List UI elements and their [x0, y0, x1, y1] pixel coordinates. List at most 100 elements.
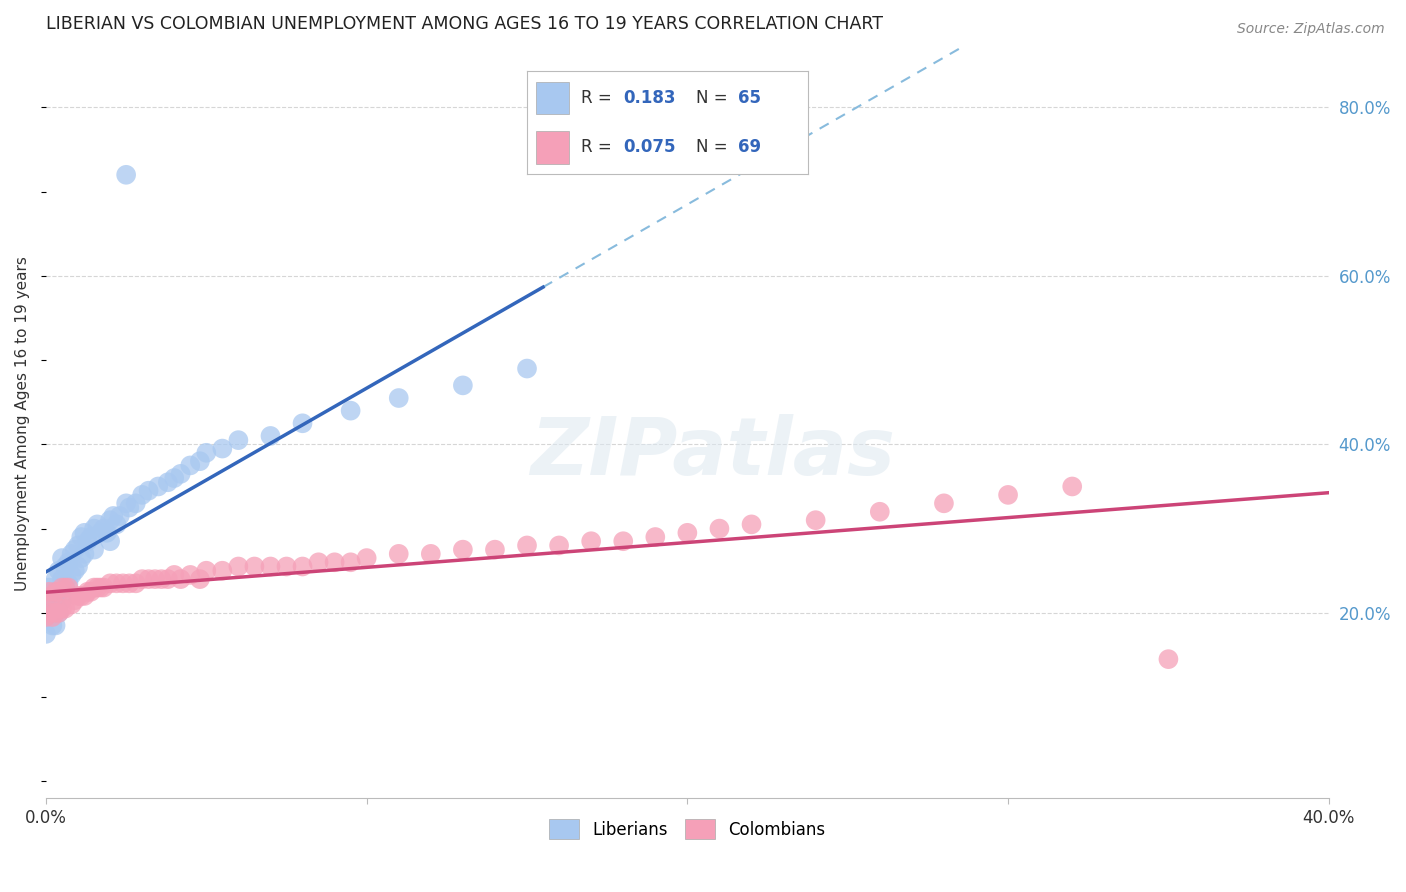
Point [163, 568, 186, 582]
Point [612, 534, 634, 549]
Point [676, 525, 699, 540]
Point [80, 584, 103, 599]
Point [51, 551, 73, 566]
Point [45, 618, 67, 632]
Point [76, 534, 98, 549]
Point [48, 606, 70, 620]
Point [103, 508, 125, 523]
Point [741, 517, 763, 532]
Point [58, 581, 80, 595]
Point [98, 513, 121, 527]
Point [86, 581, 108, 595]
Point [188, 454, 211, 468]
Point [45, 572, 67, 586]
Text: R =: R = [581, 89, 617, 107]
Text: 0.075: 0.075 [623, 138, 675, 156]
Point [388, 391, 411, 405]
Point [93, 522, 115, 536]
Point [804, 513, 827, 527]
Point [51, 593, 73, 607]
Point [323, 555, 346, 569]
Point [644, 530, 666, 544]
Point [291, 559, 314, 574]
Text: N =: N = [696, 138, 733, 156]
Point [115, 496, 138, 510]
Text: 69: 69 [738, 138, 761, 156]
Text: LIBERIAN VS COLOMBIAN UNEMPLOYMENT AMONG AGES 16 TO 19 YEARS CORRELATION CHART: LIBERIAN VS COLOMBIAN UNEMPLOYMENT AMONG… [46, 15, 883, 33]
Point [138, 572, 160, 586]
Point [35, 610, 58, 624]
Point [211, 442, 233, 456]
Text: ZIPatlas: ZIPatlas [530, 414, 896, 492]
Point [388, 547, 411, 561]
Point [70, 530, 93, 544]
Point [179, 458, 201, 473]
Point [38, 606, 60, 620]
Point [73, 547, 96, 561]
Point [98, 534, 121, 549]
Point [70, 589, 93, 603]
Point [356, 551, 378, 566]
Point [143, 572, 166, 586]
Point [38, 581, 60, 595]
Point [41, 610, 63, 624]
Text: 65: 65 [738, 89, 761, 107]
Point [419, 547, 441, 561]
Point [60, 568, 83, 582]
Point [548, 538, 571, 552]
Y-axis label: Unemployment Among Ages 16 to 19 years: Unemployment Among Ages 16 to 19 years [15, 256, 30, 591]
Point [451, 378, 474, 392]
Point [63, 593, 86, 607]
Bar [536, 131, 569, 163]
Point [108, 508, 131, 523]
Point [83, 522, 105, 536]
Point [67, 589, 90, 603]
Point [105, 517, 128, 532]
Point [60, 547, 83, 561]
Point [138, 483, 160, 498]
Point [118, 500, 141, 515]
Point [45, 589, 67, 603]
Point [41, 618, 63, 632]
Point [339, 403, 361, 417]
Point [86, 517, 108, 532]
Point [76, 584, 98, 599]
Point [484, 542, 506, 557]
Point [45, 584, 67, 599]
Point [228, 559, 250, 574]
Point [169, 467, 191, 481]
Point [48, 584, 70, 599]
Point [51, 581, 73, 595]
Point [105, 576, 128, 591]
Point [125, 576, 148, 591]
Point [35, 610, 58, 624]
Point [276, 559, 298, 574]
Point [93, 581, 115, 595]
Point [48, 564, 70, 578]
Point [38, 584, 60, 599]
Point [53, 601, 76, 615]
Point [291, 417, 314, 431]
Point [869, 505, 891, 519]
Point [89, 525, 111, 540]
Point [51, 601, 73, 615]
Point [125, 496, 148, 510]
Point [163, 471, 186, 485]
Point [41, 584, 63, 599]
Point [73, 589, 96, 603]
Point [228, 433, 250, 447]
Point [48, 606, 70, 620]
Point [997, 488, 1019, 502]
Point [48, 584, 70, 599]
Point [211, 564, 233, 578]
Point [53, 581, 76, 595]
Point [516, 361, 538, 376]
Point [35, 627, 58, 641]
Point [51, 572, 73, 586]
Point [83, 581, 105, 595]
Point [1062, 479, 1084, 493]
Point [41, 601, 63, 615]
Point [73, 525, 96, 540]
Point [148, 479, 170, 493]
Point [188, 572, 211, 586]
